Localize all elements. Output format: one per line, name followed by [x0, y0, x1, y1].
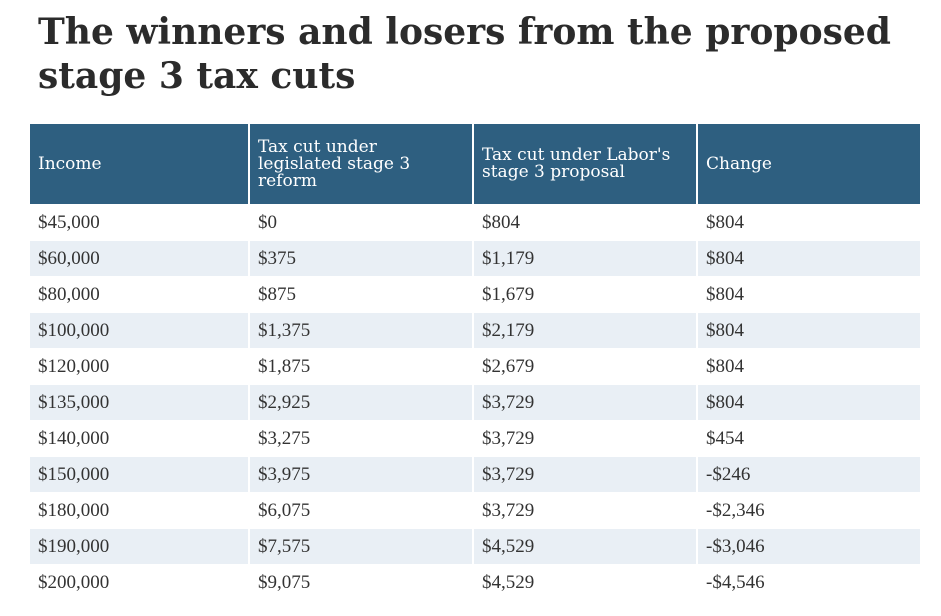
income-cell: $80,000 [30, 276, 250, 313]
column-header-income: Income [30, 124, 250, 205]
tax-cut-table: Income Tax cut under legislated stage 3 … [30, 124, 920, 600]
table-row: $60,000 $375 $1,179 $804 [30, 240, 920, 277]
legislated-cut-cell: $6,075 [249, 492, 474, 529]
labor-cut-cell: $4,529 [473, 528, 698, 565]
table-row: $150,000 $3,975 $3,729 -$246 [30, 456, 920, 493]
income-cell: $135,000 [30, 384, 250, 421]
table-row: $200,000 $9,075 $4,529 -$4,546 [30, 564, 920, 600]
table-row: $135,000 $2,925 $3,729 $804 [30, 384, 920, 421]
change-cell: $804 [697, 204, 920, 241]
column-header-legislated: Tax cut under legislated stage 3 reform [249, 124, 474, 205]
change-cell: $804 [697, 276, 920, 313]
legislated-cut-cell: $7,575 [249, 528, 474, 565]
labor-cut-cell: $804 [473, 204, 698, 241]
legislated-cut-cell: $875 [249, 276, 474, 313]
change-cell: -$4,546 [697, 564, 920, 600]
column-header-labor: Tax cut under Labor's stage 3 proposal [473, 124, 698, 205]
column-header-change: Change [697, 124, 920, 205]
labor-cut-cell: $3,729 [473, 420, 698, 457]
income-cell: $120,000 [30, 348, 250, 385]
labor-cut-cell: $2,679 [473, 348, 698, 385]
legislated-cut-cell: $1,375 [249, 312, 474, 349]
income-cell: $140,000 [30, 420, 250, 457]
change-cell: -$2,346 [697, 492, 920, 529]
table-row: $140,000 $3,275 $3,729 $454 [30, 420, 920, 457]
legislated-cut-cell: $9,075 [249, 564, 474, 600]
change-cell: $804 [697, 240, 920, 277]
legislated-cut-cell: $2,925 [249, 384, 474, 421]
income-cell: $45,000 [30, 204, 250, 241]
change-cell: $804 [697, 312, 920, 349]
labor-cut-cell: $1,679 [473, 276, 698, 313]
header-row: Income Tax cut under legislated stage 3 … [30, 124, 920, 205]
table-row: $180,000 $6,075 $3,729 -$2,346 [30, 492, 920, 529]
table-row: $120,000 $1,875 $2,679 $804 [30, 348, 920, 385]
labor-cut-cell: $1,179 [473, 240, 698, 277]
change-cell: -$246 [697, 456, 920, 493]
change-cell: $804 [697, 384, 920, 421]
page-title: The winners and losers from the proposed… [38, 11, 891, 97]
labor-cut-cell: $3,729 [473, 456, 698, 493]
table-header: Income Tax cut under legislated stage 3 … [30, 124, 920, 205]
labor-cut-cell: $3,729 [473, 492, 698, 529]
change-cell: $804 [697, 348, 920, 385]
labor-cut-cell: $3,729 [473, 384, 698, 421]
legislated-cut-cell: $3,275 [249, 420, 474, 457]
labor-cut-cell: $4,529 [473, 564, 698, 600]
table-row: $80,000 $875 $1,679 $804 [30, 276, 920, 313]
income-cell: $60,000 [30, 240, 250, 277]
labor-cut-cell: $2,179 [473, 312, 698, 349]
income-cell: $190,000 [30, 528, 250, 565]
change-cell: -$3,046 [697, 528, 920, 565]
income-cell: $200,000 [30, 564, 250, 600]
income-cell: $150,000 [30, 456, 250, 493]
table-row: $45,000 $0 $804 $804 [30, 204, 920, 241]
legislated-cut-cell: $0 [249, 204, 474, 241]
legislated-cut-cell: $375 [249, 240, 474, 277]
income-cell: $180,000 [30, 492, 250, 529]
legislated-cut-cell: $1,875 [249, 348, 474, 385]
table-body: $45,000 $0 $804 $804 $60,000 $375 $1,179 $804 $8… [30, 204, 920, 600]
income-cell: $100,000 [30, 312, 250, 349]
change-cell: $454 [697, 420, 920, 457]
legislated-cut-cell: $3,975 [249, 456, 474, 493]
table-row: $100,000 $1,375 $2,179 $804 [30, 312, 920, 349]
table-row: $190,000 $7,575 $4,529 -$3,046 [30, 528, 920, 565]
